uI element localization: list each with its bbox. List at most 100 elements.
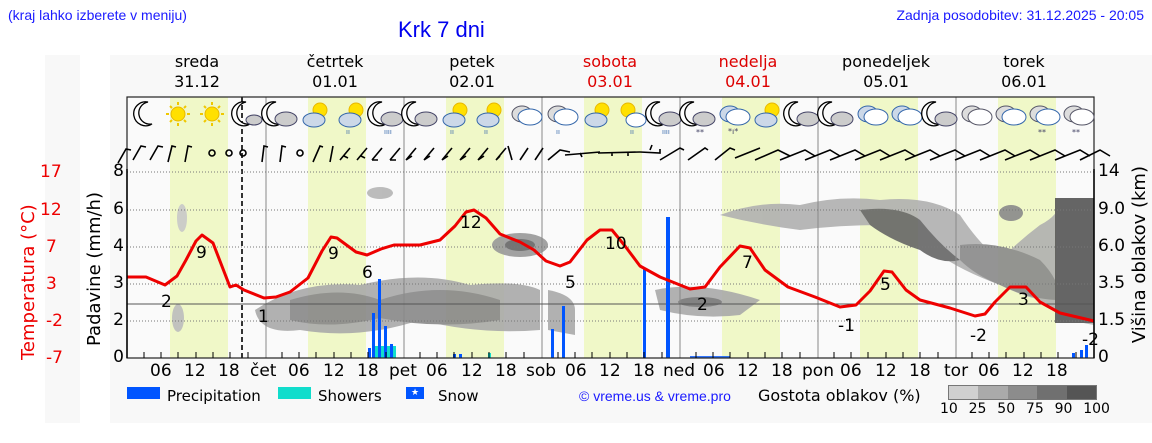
day-header-mon: ponedeljek 05.01 [842,52,930,91]
sun-cloud-rain-icon: ıı [476,102,502,136]
legend-precipitation-label: Precipitation [167,387,261,405]
cloud-snow-icon: ** [1029,105,1061,137]
temp-tick: 7 [46,237,57,257]
svg-text:**: ** [1038,128,1046,137]
sun-cloud-icon [584,102,610,128]
copyright-link[interactable]: © vreme.us & vreme.pro [579,388,731,404]
temp-tick: 3 [46,274,57,294]
precip-tick: 4 [113,236,124,256]
svg-text:5: 5 [880,275,891,295]
svg-text:ıı: ıı [346,128,350,136]
svg-text:12: 12 [460,213,482,233]
cloud-icon [511,105,543,126]
cloud-density-label: Gostota oblakov (%) [758,386,921,405]
svg-text:-2: -2 [1082,330,1099,350]
temp-axis-panel [45,55,80,423]
day-header-thu: četrtek 01.01 [306,52,364,91]
sun-cloud-rain-icon: ıı [442,102,468,136]
moon-cloud-icon [261,101,298,127]
cloud-tick: 0 [1098,347,1109,367]
legend-precipitation-swatch [127,387,160,399]
temp-tick: -7 [46,348,63,368]
svg-text:2: 2 [161,292,172,312]
svg-text:3: 3 [1018,290,1029,310]
moon-cloud-snow-icon: ** [679,101,716,137]
svg-text:-2: -2 [970,326,987,346]
svg-text:9: 9 [328,244,339,264]
day-header-fri: petek 02.01 [449,52,495,91]
day-header-sat: sobota 03.01 [582,52,638,91]
svg-text:-1: -1 [838,316,855,336]
precip-tick: 8 [113,161,124,181]
cloud-icon [891,105,923,126]
moon-icon [133,101,153,127]
cloud-tick: 1.5 [1098,310,1126,330]
legend-snow-label: Snow [438,387,479,405]
daylight-bands [170,97,1056,358]
temp-tick: -2 [46,311,63,331]
page-title: Krk 7 dni [398,17,485,42]
cloud-icon [961,105,993,126]
svg-text:ıı: ıı [484,128,488,136]
svg-text:ıı: ıı [556,128,560,136]
legend-showers-swatch [278,387,311,399]
svg-text:**: ** [696,128,704,137]
temp-tick: 17 [40,162,62,182]
precip-tick: 0 [113,347,124,367]
precip-tick: 6 [113,199,124,219]
temp-tick: 12 [40,200,62,220]
day-headers: sreda 31.12 četrtek 01.01 petek 02.01 sobot… [126,52,1096,94]
sun-icon [200,102,224,126]
region-hint[interactable]: (kraj lahko izberete v meniju) [8,7,187,23]
cloud-tick: 6.0 [1098,236,1126,256]
moon-cloud-rain-icon: ıııı [645,101,682,136]
cloud-icon [995,105,1027,126]
cloud-density-scale [948,385,1097,400]
moon-cloud-rain-icon: ıııı [367,101,404,136]
moon-cloud-icon [231,101,263,127]
svg-text:10: 10 [605,234,627,254]
legend-showers-label: Showers [318,387,382,405]
moon-cloud-icon [921,101,958,127]
svg-text:ıııı: ıııı [662,128,670,136]
sun-cloud-icon [302,102,328,128]
svg-text:5: 5 [565,273,576,293]
sun-cloud-rain-icon: ıı [620,102,647,136]
svg-text:ıı: ıı [450,128,454,136]
moon-cloud-icon [401,101,438,127]
moon-cloud-icon [817,101,854,127]
cloud-snow-icon: *ı* [719,105,751,136]
last-update: Zadnja posodobitev: 31.12.2025 - 20:05 [896,7,1144,23]
wind-barbs-row [117,144,1111,164]
day-header-sun: nedelja 04.01 [718,52,778,91]
temperature-line [127,208,1095,323]
svg-text:ıııı: ıııı [384,128,392,136]
svg-text:1: 1 [258,307,269,327]
svg-text:9: 9 [196,243,207,263]
precipitation-bars [368,217,1088,358]
cloud-tick: 3.5 [1098,273,1126,293]
svg-text:7: 7 [742,253,753,273]
precip-tick: 3 [113,273,124,293]
sun-cloud-icon [754,102,780,128]
sun-cloud-rain-icon: ıı [338,102,364,136]
x-axis-labels: 06 12 18 čet 06 12 18 pet 06 12 18 sob 0… [150,361,1068,381]
cloud-density-ticks: 10 25 50 75 90 100 [940,401,1110,417]
cloud-tick: 14 [1098,161,1120,181]
snow-icon: ★ [406,387,424,399]
cloud-tick: 9.0 [1098,199,1126,219]
svg-text:**: ** [1072,128,1080,137]
sun-icon [166,102,190,126]
svg-text:ıı: ıı [630,128,634,136]
weather-icons-row: ıı ıııı ıı ıı ıı ıı ıııı ** *ı* ** ** [133,101,1095,137]
cloud-snow-icon: ** [1063,105,1095,137]
svg-text:2: 2 [697,295,708,315]
cloud-rain-icon: ıı [547,105,579,136]
day-header-wed: sreda 31.12 [174,52,220,91]
svg-text:6: 6 [362,263,373,283]
precip-tick: 2 [113,310,124,330]
cloud-icon [857,105,889,126]
svg-text:*ı*: *ı* [728,127,738,136]
day-header-tue: torek 06.01 [1001,52,1047,91]
